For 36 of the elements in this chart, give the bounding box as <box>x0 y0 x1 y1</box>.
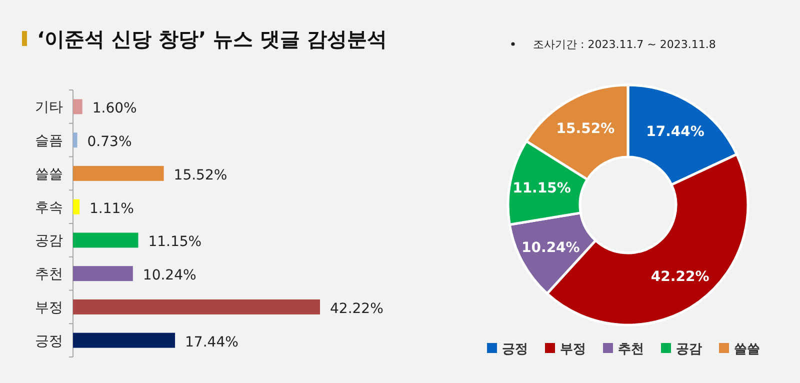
bar <box>73 332 176 348</box>
y-tick-label: 추천 <box>35 266 63 283</box>
data-label: 10.24% <box>522 240 580 256</box>
legend-label: 추천 <box>618 342 644 357</box>
data-label: 10.24% <box>142 268 196 284</box>
legend-label: 쓸쓸 <box>734 342 760 357</box>
y-tick-label: 슬픔 <box>35 133 63 150</box>
bar <box>73 299 320 314</box>
y-tick-label: 쓸쓸 <box>35 166 63 182</box>
data-label: 17.44% <box>646 124 704 140</box>
bar <box>73 232 138 248</box>
bar <box>73 166 164 181</box>
bar <box>73 99 82 114</box>
y-tick-label: 공감 <box>35 233 63 250</box>
data-label: 42.22% <box>650 268 710 285</box>
data-label: 1.11% <box>89 200 134 217</box>
data-label: 11.15% <box>512 180 571 197</box>
data-label: 42.22% <box>330 300 384 317</box>
chart-title: ‘이준석 신당 창당’ 뉴스 댓글 감성분석 <box>37 27 388 51</box>
y-tick-label: 부정 <box>35 300 63 316</box>
data-label: 11.15% <box>148 234 202 250</box>
bar <box>73 199 80 214</box>
bar <box>73 266 133 282</box>
legend-label: 긍정 <box>502 342 528 357</box>
text: 조사기간 : 2023.11.7 ~ 2023.11.8 <box>533 38 716 51</box>
data-label: 15.52% <box>174 167 228 184</box>
data-label: 17.44% <box>185 334 238 350</box>
legend-label: 부정 <box>560 342 586 357</box>
data-label: 15.52% <box>556 120 615 137</box>
bar <box>73 132 78 148</box>
legend-label: 공감 <box>676 342 702 357</box>
data-label: 0.73% <box>87 134 132 150</box>
data-label: 1.60% <box>92 100 137 117</box>
y-tick-label: 기타 <box>35 100 63 116</box>
y-tick-label: 긍정 <box>35 333 63 350</box>
y-tick-label: 후속 <box>35 200 63 216</box>
